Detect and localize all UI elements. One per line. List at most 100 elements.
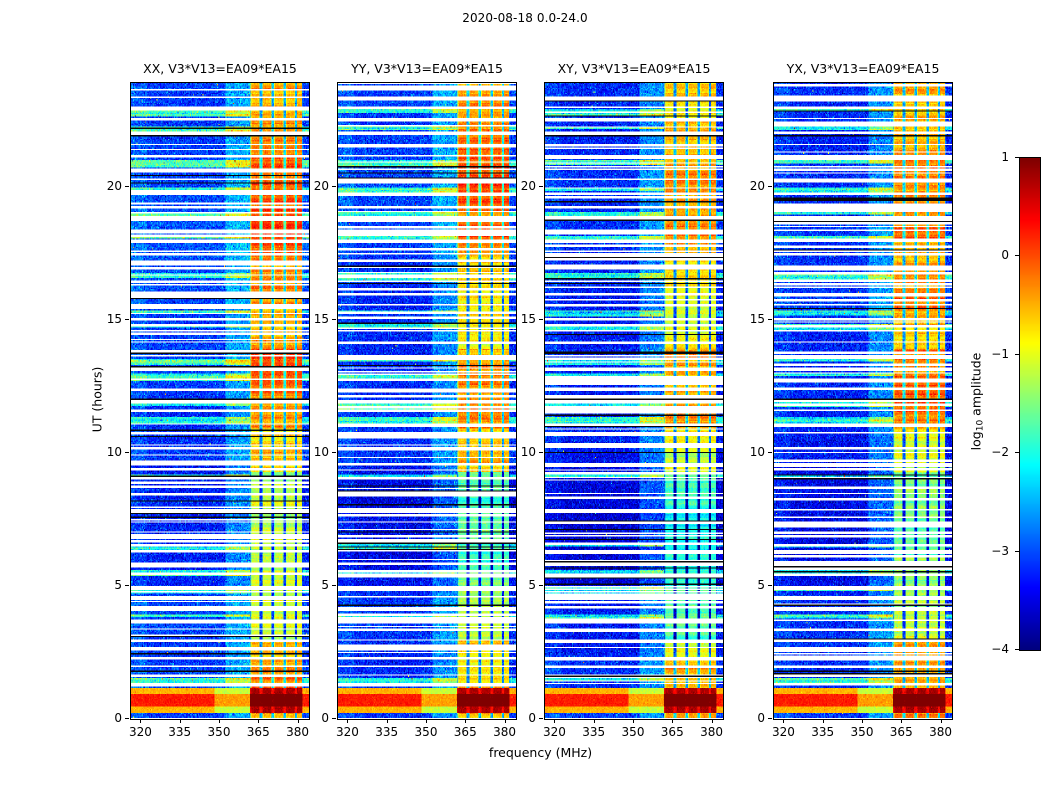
panel-yx-ytick-4 bbox=[768, 185, 772, 187]
panel-yy-ytick-2 bbox=[332, 451, 336, 453]
panel-xx-yticklabel-4: 20 bbox=[106, 178, 122, 193]
panel-yy-xticklabel-3: 365 bbox=[453, 725, 477, 739]
panel-xx-title: XX, V3*V13=EA09*EA15 bbox=[143, 61, 297, 76]
panel-xx-xtick-3 bbox=[258, 719, 260, 723]
panel-yy-ytick-3 bbox=[332, 318, 336, 320]
colorbar-tick-5 bbox=[1015, 157, 1019, 158]
panel-yy-xtick-2 bbox=[426, 719, 427, 723]
panel-yx-ytick-0 bbox=[768, 718, 772, 719]
x-axis-label: frequency (MHz) bbox=[488, 745, 593, 760]
panel-xx[interactable]: XX, V3*V13=EA09*EA15 bbox=[130, 61, 310, 720]
panel-xx-xticklabel-3: 365 bbox=[246, 725, 270, 739]
panel-xy-ytick-4 bbox=[539, 185, 543, 187]
panel-yy[interactable]: YY, V3*V13=EA09*EA15 bbox=[337, 61, 517, 720]
panel-yx-heatmap bbox=[774, 83, 952, 719]
panel-xy-xticklabel-2: 350 bbox=[621, 725, 645, 739]
panel-xx-xtick-4 bbox=[297, 719, 299, 723]
panel-yx-ytick-2 bbox=[768, 451, 772, 453]
colorbar-tick-4 bbox=[1015, 255, 1019, 257]
panel-yy-yticklabel-0: 0 bbox=[321, 711, 329, 725]
colorbar-ticklabel-0: −4 bbox=[991, 642, 1009, 656]
panel-xx-xtick-1 bbox=[179, 719, 181, 723]
panel-xy[interactable]: XY, V3*V13=EA09*EA15 bbox=[544, 61, 724, 720]
panel-yy-xtick-1 bbox=[386, 719, 388, 723]
panel-yx-xticklabel-1: 335 bbox=[811, 725, 835, 739]
panel-yx-yticklabel-1: 5 bbox=[757, 577, 765, 592]
panel-yx-yticklabel-0: 0 bbox=[757, 711, 765, 725]
panel-yx-yticklabel-2: 10 bbox=[749, 444, 765, 459]
colorbar-ticklabel-3: −1 bbox=[991, 346, 1009, 361]
panel-xy-yticklabel-1: 5 bbox=[528, 577, 536, 592]
colorbar-ticklabel-5: 1 bbox=[1001, 150, 1009, 164]
panel-xx-xtick-2 bbox=[219, 719, 220, 723]
panel-xx-yticklabel-0: 0 bbox=[114, 711, 122, 725]
panel-yx-xticklabel-4: 380 bbox=[929, 725, 952, 739]
panel-yy-yticklabel-2: 10 bbox=[313, 444, 329, 459]
panel-yy-xticklabel-2: 350 bbox=[414, 725, 438, 739]
panel-xy-yticklabel-3: 15 bbox=[520, 311, 536, 326]
panel-xy-xtick-2 bbox=[633, 719, 634, 723]
panel-xx-yticklabel-1: 5 bbox=[114, 577, 122, 592]
panel-yx-xticklabel-2: 350 bbox=[850, 725, 874, 739]
panel-xy-ytick-1 bbox=[539, 584, 543, 586]
panel-xy-xticklabel-1: 335 bbox=[582, 725, 606, 739]
panel-xy-xticklabel-4: 380 bbox=[700, 725, 723, 739]
panel-yx-xtick-2 bbox=[862, 719, 863, 723]
panel-yx-ytick-1 bbox=[768, 584, 772, 586]
panel-xy-yticklabel-0: 0 bbox=[528, 711, 536, 725]
panel-xy-xticklabel-0: 320 bbox=[543, 725, 566, 739]
colorbar[interactable] bbox=[1019, 157, 1041, 651]
panel-yy-xticklabel-0: 320 bbox=[336, 725, 359, 739]
panel-xy-xtick-1 bbox=[593, 719, 595, 723]
panel-yx-xtick-1 bbox=[822, 719, 824, 723]
panel-yy-xticklabel-1: 335 bbox=[375, 725, 399, 739]
panel-xx-ytick-1 bbox=[125, 584, 129, 586]
panel-yy-xticklabel-4: 380 bbox=[493, 725, 516, 739]
panel-xy-ytick-3 bbox=[539, 318, 543, 320]
panel-yx-xtick-4 bbox=[940, 719, 942, 723]
panel-yy-yticklabel-1: 5 bbox=[321, 577, 329, 592]
colorbar-gradient bbox=[1019, 157, 1041, 651]
panel-yy-title: YY, V3*V13=EA09*EA15 bbox=[351, 61, 503, 76]
panel-xx-ytick-2 bbox=[125, 451, 129, 453]
panel-xx-xtick-0 bbox=[140, 719, 142, 723]
panel-yy-yticklabel-3: 15 bbox=[313, 311, 329, 326]
panel-yx-yticklabel-4: 20 bbox=[749, 178, 765, 193]
panel-yy-yticklabel-4: 20 bbox=[313, 178, 329, 193]
colorbar-tick-3 bbox=[1015, 353, 1019, 355]
panel-xx-xticklabel-4: 380 bbox=[286, 725, 309, 739]
colorbar-ticklabel-1: −3 bbox=[991, 543, 1009, 558]
panel-yx-yticklabel-3: 15 bbox=[749, 311, 765, 326]
y-axis-label: UT (hours) bbox=[89, 366, 105, 433]
panel-xx-yticklabel-2: 10 bbox=[106, 444, 122, 459]
panel-xy-heatmap bbox=[545, 83, 723, 719]
panel-yy-ytick-1 bbox=[332, 584, 336, 586]
panel-yy-ytick-0 bbox=[332, 718, 336, 719]
colorbar-label-prefix: log bbox=[968, 431, 984, 451]
panel-yx-xticklabel-3: 365 bbox=[889, 725, 913, 739]
panel-yx-ytick-3 bbox=[768, 318, 772, 320]
panel-xx-xticklabel-0: 320 bbox=[129, 725, 152, 739]
panel-xx-xticklabel-1: 335 bbox=[168, 725, 192, 739]
panel-xy-xtick-0 bbox=[554, 719, 556, 723]
panel-yx[interactable]: YX, V3*V13=EA09*EA15 bbox=[773, 61, 953, 720]
colorbar-ticklabel-4: 0 bbox=[1001, 248, 1009, 263]
colorbar-label-suffix: amplitude bbox=[968, 352, 984, 420]
panel-xx-xticklabel-2: 350 bbox=[207, 725, 231, 739]
colorbar-label: log10 amplitude bbox=[968, 337, 986, 467]
panel-xy-title: XY, V3*V13=EA09*EA15 bbox=[557, 61, 711, 76]
panel-yx-xtick-0 bbox=[783, 719, 785, 723]
panel-xy-xtick-3 bbox=[672, 719, 674, 723]
panel-xy-ytick-0 bbox=[539, 718, 543, 719]
panel-yx-title: YX, V3*V13=EA09*EA15 bbox=[786, 61, 940, 76]
panel-yx-xticklabel-0: 320 bbox=[772, 725, 795, 739]
panel-yx-xtick-3 bbox=[901, 719, 903, 723]
colorbar-tick-0 bbox=[1015, 649, 1019, 650]
panel-yy-ytick-4 bbox=[332, 185, 336, 187]
panel-xy-yticklabel-4: 20 bbox=[520, 178, 536, 193]
colorbar-label-subscript: 10 bbox=[975, 419, 986, 432]
panel-yy-xtick-0 bbox=[347, 719, 349, 723]
panel-xy-yticklabel-2: 10 bbox=[520, 444, 536, 459]
panel-xx-yticklabel-3: 15 bbox=[106, 311, 122, 326]
